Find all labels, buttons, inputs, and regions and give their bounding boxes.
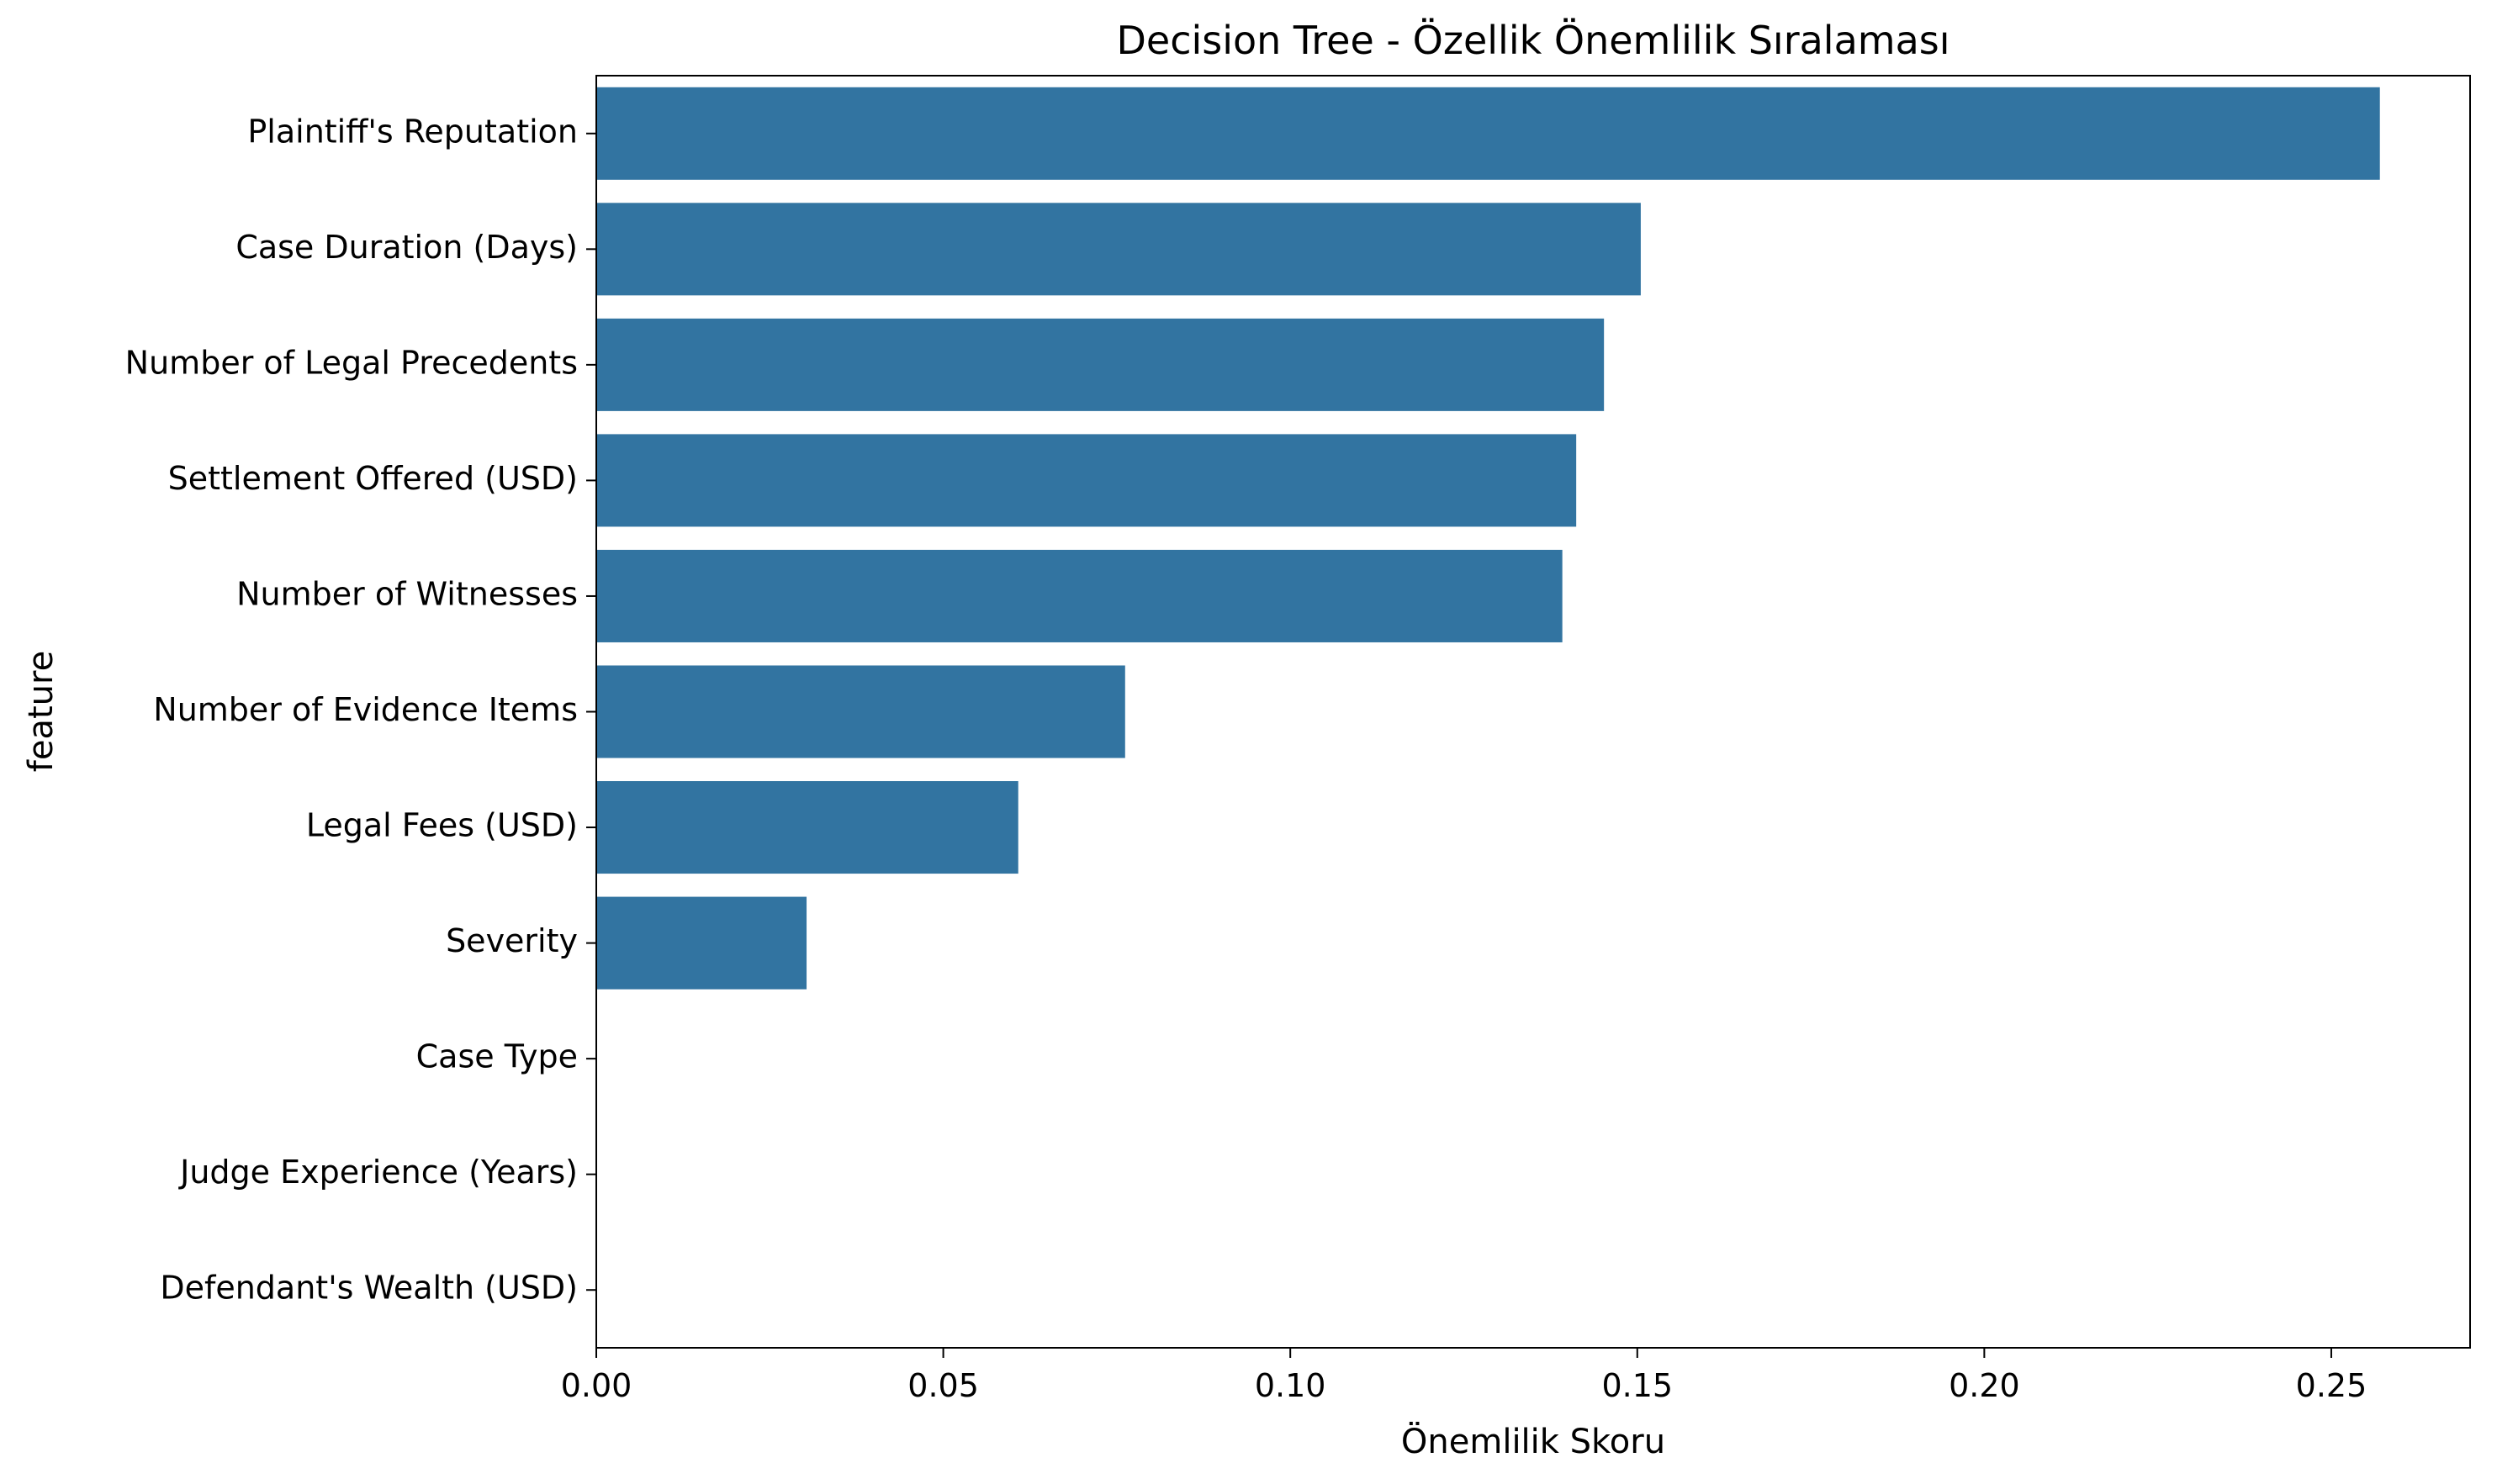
y-axis-title: feature xyxy=(22,651,61,772)
bar xyxy=(596,203,1641,296)
y-axis-ticks: Plaintiff's Reputation Case Duration (Day… xyxy=(125,113,596,1307)
y-tick-label: Legal Fees (USD) xyxy=(306,807,578,844)
y-tick-label: Case Type xyxy=(416,1038,578,1075)
x-tick-label: 0.25 xyxy=(2296,1367,2367,1404)
x-axis-ticks: 0.00 0.05 0.10 0.15 0.20 0.25 xyxy=(561,1348,2367,1404)
bar xyxy=(596,434,1577,527)
x-tick-label: 0.00 xyxy=(561,1367,632,1404)
bar xyxy=(596,318,1605,411)
x-tick-label: 0.10 xyxy=(1255,1367,1326,1404)
bar xyxy=(596,549,1563,642)
x-tick-label: 0.15 xyxy=(1601,1367,1673,1404)
x-tick-label: 0.20 xyxy=(1949,1367,2020,1404)
bar xyxy=(596,896,807,990)
y-tick-label: Case Duration (Days) xyxy=(235,229,578,266)
plot-frame xyxy=(595,75,2471,1349)
y-tick-label: Defendant's Wealth (USD) xyxy=(160,1270,578,1307)
y-tick-label: Number of Evidence Items xyxy=(153,691,578,728)
y-tick-label: Plaintiff's Reputation xyxy=(247,113,578,150)
x-tick-label: 0.05 xyxy=(907,1367,979,1404)
y-tick-label: Judge Experience (Years) xyxy=(178,1154,578,1191)
bar xyxy=(596,781,1018,874)
bar xyxy=(596,665,1125,758)
bar xyxy=(596,87,2380,180)
bars-group xyxy=(596,87,2380,990)
y-tick-label: Number of Witnesses xyxy=(236,575,578,612)
chart-title: Decision Tree - Özellik Önemlilik Sırala… xyxy=(1116,18,1949,63)
y-tick-label: Number of Legal Precedents xyxy=(125,344,578,381)
y-tick-label: Settlement Offered (USD) xyxy=(168,460,578,497)
y-tick-label: Severity xyxy=(446,922,578,959)
x-axis-title: Önemlilik Skoru xyxy=(1401,1421,1665,1461)
